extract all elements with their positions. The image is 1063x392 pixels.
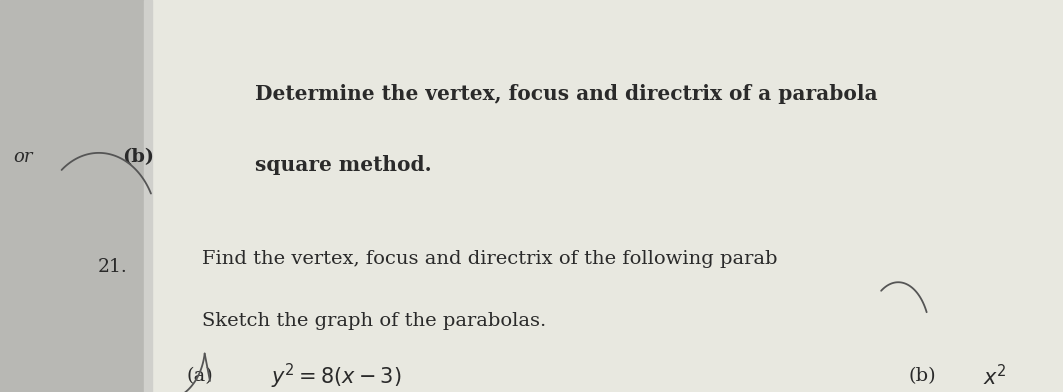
Text: square method.: square method.	[255, 154, 432, 175]
Text: Determine the vertex, focus and directrix of a parabola: Determine the vertex, focus and directri…	[255, 84, 878, 104]
Text: $x^2$: $x^2$	[983, 364, 1007, 389]
Text: (b): (b)	[909, 367, 937, 385]
Text: (a): (a)	[186, 367, 213, 385]
Bar	[144, 0, 152, 392]
Text: or: or	[13, 148, 32, 166]
Bar	[0, 0, 144, 392]
Text: 21.: 21.	[98, 258, 128, 276]
Text: (b): (b)	[122, 148, 154, 166]
Text: Sketch the graph of the parabolas.: Sketch the graph of the parabolas.	[202, 312, 546, 330]
Text: $y^2 = 8(x-3)$: $y^2 = 8(x-3)$	[271, 362, 402, 391]
Text: Find the vertex, focus and directrix of the following parab: Find the vertex, focus and directrix of …	[202, 250, 777, 268]
